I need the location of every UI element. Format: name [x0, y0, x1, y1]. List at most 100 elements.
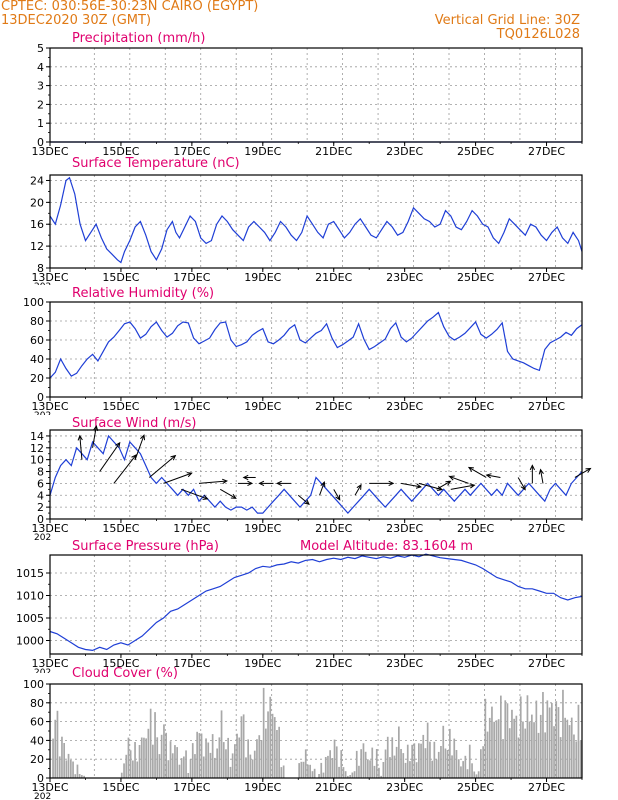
cloud-bar: [205, 738, 207, 778]
x-tick-label: 13DEC: [31, 271, 68, 284]
cloud-bar: [378, 767, 380, 778]
cloud-bar: [329, 750, 331, 778]
cloud-bar: [180, 758, 183, 778]
cloud-bar: [488, 717, 491, 778]
cloud-bar: [375, 749, 378, 778]
cloud-bar: [422, 734, 425, 778]
cloud-bar: [282, 765, 285, 778]
wind-arrow: [529, 464, 535, 484]
x-tick-label: 23DEC: [386, 400, 423, 413]
wind-arrow: [485, 473, 501, 479]
cloud-bar: [324, 757, 327, 778]
y-tick-label: 100: [23, 296, 44, 309]
cloud-bar: [123, 763, 125, 778]
y-tick-label: 8: [37, 262, 44, 275]
cloud-bar: [152, 744, 154, 778]
wind-arrow: [436, 480, 452, 490]
wind-arrow: [333, 489, 341, 501]
cloud-bar: [176, 747, 178, 778]
cloud-bar: [355, 750, 358, 778]
cloud-bar: [435, 759, 438, 778]
x-tick-label: 21DEC: [315, 145, 352, 155]
cloud-bar: [302, 761, 305, 778]
cloud-bar: [156, 737, 159, 778]
cloud-bar: [468, 744, 471, 778]
rh-series-line: [49, 311, 583, 379]
header-grid-note: Vertical Grid Line: 30Z: [434, 13, 580, 28]
x-tick-label: 19DEC: [244, 400, 281, 413]
cloud-bar: [216, 748, 218, 778]
precip-title: Precipitation (mm/h): [72, 31, 205, 46]
header-location: CPTEC: 030:56E-30:23N CAIRO (EGYPT): [1, 0, 259, 14]
wind-arrow: [242, 474, 256, 481]
y-tick-label: 16: [30, 218, 44, 231]
y-tick-label: 0: [37, 136, 44, 149]
y-tick-label: 1015: [16, 567, 44, 580]
cloud-bar: [455, 750, 458, 778]
cloud-bar: [147, 728, 150, 778]
x-tick-label: 17DEC: [173, 400, 210, 413]
cloud-bar: [76, 764, 79, 778]
cloud-bar: [218, 737, 221, 778]
cloud-bar: [551, 703, 553, 778]
cloud-bar: [502, 739, 504, 778]
cloud-bar: [300, 761, 303, 778]
cloud-bar: [519, 696, 522, 778]
temp-frame: [49, 174, 583, 269]
cloud-bar: [360, 749, 362, 778]
wind-arrow: [574, 467, 592, 478]
wind-frame: [49, 429, 583, 520]
temp-series-line: [49, 176, 583, 264]
cloud-bar: [568, 725, 571, 778]
cloud-bar: [72, 761, 74, 778]
cloud-bar: [309, 764, 311, 778]
x-tick-label: 13DEC: [31, 145, 68, 155]
cloud-bar: [389, 757, 391, 778]
x-tick-label: 17DEC: [173, 657, 210, 670]
cloud-bar: [220, 710, 223, 778]
cloud-bar: [400, 749, 402, 778]
cloud-bar: [480, 749, 482, 778]
cloud-bar: [367, 759, 369, 778]
y-tick-label: 14: [30, 430, 44, 443]
cloud-bar: [415, 762, 418, 778]
x-tick-label: 15DEC: [102, 400, 139, 413]
x-tick-label: 15DEC: [102, 522, 139, 535]
y-tick-label: 40: [30, 353, 44, 366]
pres-panel: Surface Pressure (hPa) Model Altitude: 8…: [16, 539, 583, 673]
cloud-bar: [437, 751, 440, 778]
cloud-bar: [276, 730, 278, 778]
cloud-bar: [83, 775, 85, 778]
wind-arrow: [319, 481, 326, 496]
x-tick-label: 21DEC: [315, 781, 352, 794]
cloud-bar: [373, 765, 376, 778]
cloud-bar: [61, 736, 63, 778]
cloud-bar: [577, 704, 580, 778]
cloud-bar: [562, 689, 564, 778]
y-tick-label: 0: [37, 391, 44, 404]
cloud-bar: [528, 721, 531, 778]
y-tick-label: 1010: [16, 590, 44, 603]
cloud-bar: [191, 743, 194, 778]
cloud-bar: [207, 742, 210, 778]
cloud-bar: [533, 722, 535, 778]
cloud-bar: [256, 739, 258, 778]
cloud-bar: [158, 754, 161, 778]
cloud-bar: [513, 718, 515, 778]
temp-panel: Surface Temperature (nC) 8 12 16 20 24 13DEC 1…: [30, 156, 583, 285]
x-tick-label: 27DEC: [528, 400, 565, 413]
cloud-bar: [311, 771, 314, 778]
cloud-bar: [449, 728, 451, 778]
x-tick-label: 15DEC: [102, 271, 139, 284]
cloud-bar: [559, 737, 562, 778]
cloud-bar: [535, 700, 538, 778]
cloud-bar: [539, 714, 542, 778]
cloud-bar: [555, 701, 558, 778]
x-tick-label: 17DEC: [173, 522, 210, 535]
cloud-bar: [231, 753, 234, 778]
x-tick-label: 15DEC: [102, 145, 139, 155]
cloud-bar: [331, 758, 334, 778]
cloud-bar: [351, 772, 354, 778]
cloud-bar: [353, 771, 356, 778]
cloud-bar: [249, 754, 252, 778]
